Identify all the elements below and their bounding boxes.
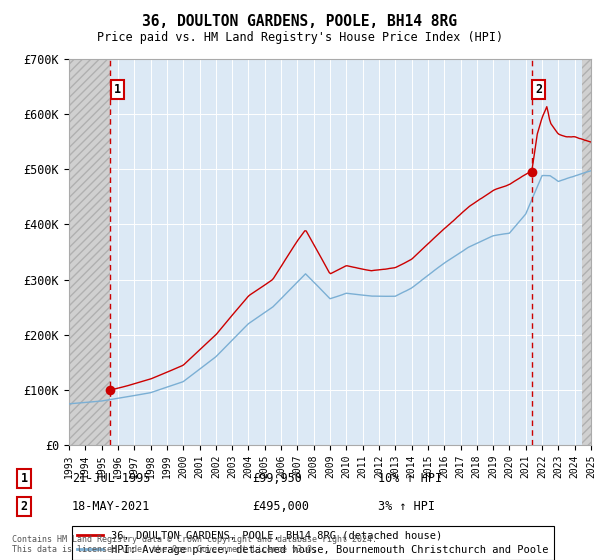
- Text: 18-MAY-2021: 18-MAY-2021: [72, 500, 151, 514]
- Legend: 36, DOULTON GARDENS, POOLE, BH14 8RG (detached house), HPI: Average price, detac: 36, DOULTON GARDENS, POOLE, BH14 8RG (de…: [71, 526, 554, 560]
- Text: 2: 2: [535, 83, 542, 96]
- Text: 2: 2: [20, 500, 28, 514]
- Bar: [581, 59, 591, 445]
- Text: 1: 1: [113, 83, 121, 96]
- Text: 21-JUL-1995: 21-JUL-1995: [72, 472, 151, 486]
- Text: Contains HM Land Registry data © Crown copyright and database right 2024.
This d: Contains HM Land Registry data © Crown c…: [12, 535, 377, 554]
- Text: 3% ↑ HPI: 3% ↑ HPI: [378, 500, 435, 514]
- Bar: [69, 59, 110, 445]
- Text: Price paid vs. HM Land Registry's House Price Index (HPI): Price paid vs. HM Land Registry's House …: [97, 31, 503, 44]
- Text: 36, DOULTON GARDENS, POOLE, BH14 8RG: 36, DOULTON GARDENS, POOLE, BH14 8RG: [143, 14, 458, 29]
- Text: 1: 1: [20, 472, 28, 486]
- Text: 10% ↑ HPI: 10% ↑ HPI: [378, 472, 442, 486]
- Text: £99,950: £99,950: [252, 472, 302, 486]
- Text: £495,000: £495,000: [252, 500, 309, 514]
